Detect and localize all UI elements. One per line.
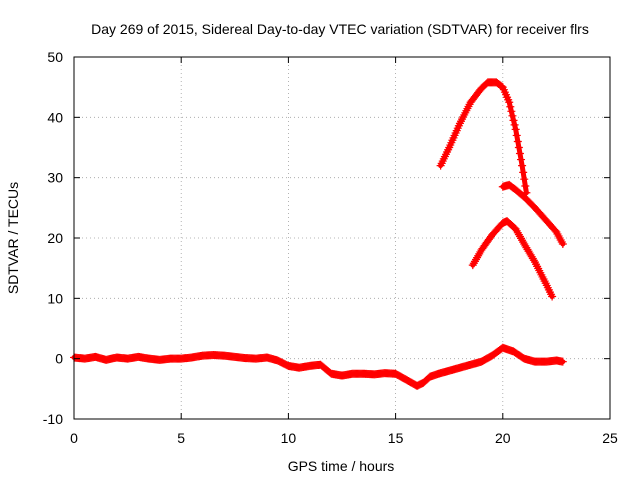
- data-point: [521, 181, 530, 190]
- y-tick-label: 10: [47, 290, 63, 306]
- x-tick-label: 15: [388, 430, 404, 446]
- series-line: [500, 182, 566, 247]
- data-point: [558, 357, 567, 366]
- data-point: [554, 231, 563, 240]
- series-1: [70, 343, 567, 390]
- data-point: [515, 149, 524, 158]
- data-point: [519, 168, 528, 177]
- y-tick-label: 0: [55, 351, 63, 367]
- data-point: [555, 234, 564, 242]
- data-point: [509, 116, 518, 125]
- series-2: [436, 78, 531, 197]
- axis-ticks: [73, 56, 611, 420]
- grid-lines: [74, 57, 610, 419]
- data-point: [514, 143, 523, 152]
- series-4: [468, 217, 557, 301]
- data-point: [558, 240, 567, 249]
- data-point: [517, 155, 526, 164]
- data-point: [505, 98, 514, 107]
- data-point: [548, 292, 557, 301]
- x-tick-label: 10: [281, 430, 297, 446]
- chart-title: Day 269 of 2015, Sidereal Day-to-day VTE…: [91, 21, 589, 37]
- x-tick-label: 5: [177, 430, 185, 446]
- y-tick-label: -10: [43, 411, 63, 427]
- data-point: [513, 137, 522, 146]
- y-tick-label: 40: [47, 109, 63, 125]
- data-point: [552, 227, 561, 236]
- data-point: [512, 131, 521, 140]
- data-point: [520, 175, 529, 184]
- y-tick-label: 30: [47, 170, 63, 186]
- x-tick-label: 0: [70, 430, 78, 446]
- x-axis-label: GPS time / hours: [288, 458, 395, 474]
- data-point: [556, 236, 565, 245]
- tick-labels: 0 5 10 15 20 25 -10 0 10 20 30 40 50: [43, 49, 618, 446]
- y-axis-label: SDTVAR / TECUs: [5, 182, 21, 294]
- data-point: [508, 111, 517, 120]
- data-point: [557, 238, 566, 247]
- data-point: [506, 102, 515, 111]
- series-line: [470, 218, 555, 299]
- x-tick-label: 25: [602, 430, 618, 446]
- data-point: [507, 107, 516, 116]
- data-point: [553, 229, 562, 238]
- y-tick-label: 20: [47, 230, 63, 246]
- plot-series: [70, 78, 567, 390]
- data-point: [511, 125, 520, 134]
- x-tick-label: 20: [495, 430, 511, 446]
- y-tick-label: 50: [47, 49, 63, 65]
- data-point: [518, 161, 527, 170]
- series-3: [498, 180, 567, 249]
- data-point: [510, 120, 519, 129]
